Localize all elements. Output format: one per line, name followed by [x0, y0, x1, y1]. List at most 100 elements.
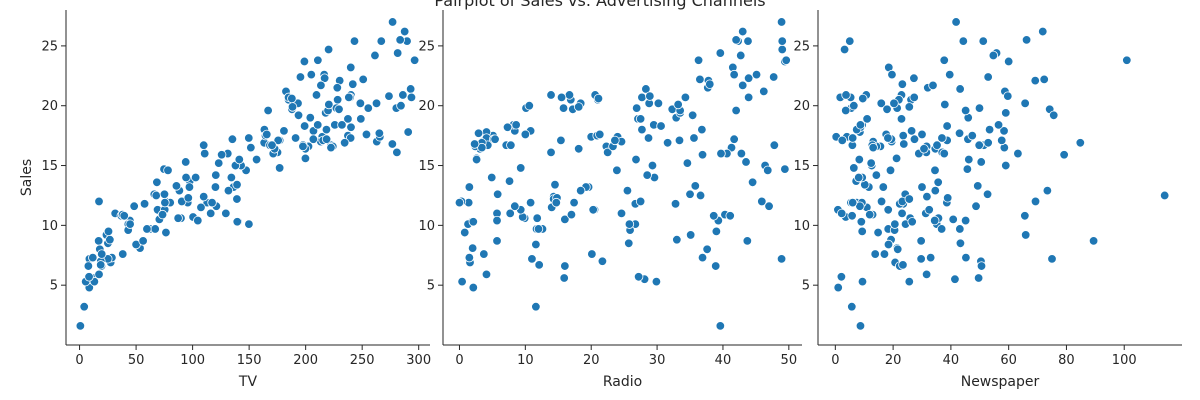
data-point: [79, 302, 89, 312]
data-point: [656, 121, 666, 131]
data-point: [348, 79, 358, 89]
newspaper-x-axis-label: Newspaper: [961, 374, 1040, 390]
data-point: [1122, 55, 1132, 65]
data-point: [332, 95, 343, 105]
data-point: [964, 154, 974, 165]
data-point: [199, 148, 210, 159]
data-point: [321, 134, 332, 144]
data-point: [531, 302, 541, 312]
data-point: [349, 36, 360, 46]
data-point: [223, 185, 234, 196]
data-point: [181, 172, 191, 183]
data-point: [556, 92, 567, 103]
data-point: [780, 164, 790, 174]
data-point: [697, 124, 707, 135]
data-point: [95, 260, 106, 270]
data-point: [129, 201, 139, 211]
data-point: [125, 219, 135, 229]
x-tick-label: 100: [180, 353, 205, 368]
data-point: [88, 252, 98, 263]
data-point: [510, 201, 520, 211]
data-point: [550, 179, 560, 190]
x-tick-label: 50: [781, 353, 798, 368]
data-point: [871, 170, 882, 180]
data-point: [637, 124, 647, 135]
data-point: [637, 92, 647, 103]
data-point: [251, 154, 262, 165]
data-point: [103, 226, 114, 237]
x-tick-label: 40: [943, 353, 960, 368]
data-point: [346, 62, 356, 73]
data-point: [118, 249, 128, 259]
data-point: [878, 182, 888, 192]
data-point: [244, 219, 254, 229]
data-point: [355, 98, 366, 109]
data-point: [870, 249, 880, 259]
y-tick-label: 15: [793, 159, 810, 174]
data-point: [673, 99, 683, 110]
data-point: [764, 201, 774, 211]
data-point: [973, 273, 984, 283]
data-point: [695, 190, 706, 201]
data-point: [751, 69, 762, 80]
data-point: [982, 189, 993, 199]
data-point: [468, 282, 479, 293]
data-point: [837, 135, 847, 146]
data-point: [711, 226, 722, 237]
data-point: [467, 243, 478, 253]
data-point: [847, 302, 857, 312]
y-tick-label: 5: [427, 279, 435, 294]
data-point: [928, 80, 938, 91]
data-point: [481, 269, 492, 280]
x-tick-label: 60: [1000, 353, 1017, 368]
data-point: [398, 90, 408, 100]
data-point: [876, 98, 886, 109]
data-point: [873, 227, 883, 238]
data-point: [214, 158, 224, 168]
data-point: [883, 239, 894, 250]
data-point: [916, 236, 926, 246]
data-point: [232, 194, 242, 204]
data-point: [531, 239, 541, 250]
data-point: [672, 235, 682, 245]
data-point: [344, 92, 354, 103]
data-point: [334, 104, 344, 115]
data-point: [464, 252, 475, 263]
data-point: [399, 26, 410, 37]
x-tick-label: 20: [885, 353, 902, 368]
data-point: [919, 144, 929, 154]
data-point: [898, 130, 908, 141]
data-point: [889, 98, 899, 109]
data-point: [556, 135, 566, 146]
data-point: [742, 236, 753, 246]
data-point: [865, 209, 875, 220]
data-point: [855, 120, 866, 130]
x-tick-label: 0: [831, 353, 839, 368]
data-point: [525, 197, 536, 208]
y-tick-label: 20: [41, 99, 58, 114]
data-point: [983, 138, 993, 148]
x-tick-label: 20: [583, 353, 600, 368]
data-point: [757, 196, 767, 207]
data-point: [332, 83, 343, 93]
data-point: [469, 139, 480, 149]
y-tick-label: 5: [50, 279, 58, 294]
data-point: [316, 80, 326, 91]
data-point: [1047, 254, 1057, 264]
data-point: [262, 129, 272, 140]
data-point: [492, 215, 502, 226]
data-point: [1030, 75, 1040, 86]
data-point: [858, 93, 868, 104]
data-point: [560, 214, 570, 225]
data-point: [883, 205, 893, 215]
data-point: [955, 224, 965, 234]
x-tick-label: 10: [517, 353, 534, 368]
x-tick-label: 80: [1058, 353, 1075, 368]
data-point: [763, 165, 773, 176]
panel-sales-vs-newspaper: 0 20 40 60 80 100 5 10 15 20 25 Newspaper: [793, 10, 1182, 390]
data-point: [709, 211, 719, 221]
data-point: [374, 128, 385, 138]
data-point: [588, 205, 598, 215]
data-point: [384, 91, 394, 101]
data-point: [1013, 148, 1023, 159]
